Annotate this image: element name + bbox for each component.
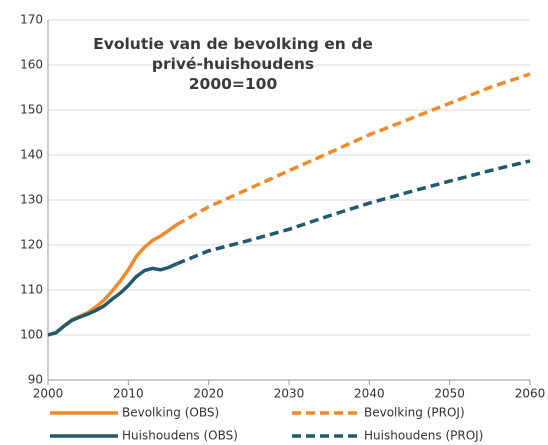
line-series — [175, 159, 531, 266]
x-tick-label: 2050 — [434, 387, 465, 401]
y-tick-label: 130 — [20, 193, 43, 207]
x-tick-label: 2060 — [515, 387, 546, 401]
y-tick-label: 150 — [20, 103, 43, 117]
y-tick-label: 110 — [20, 283, 43, 297]
x-tick-label: 2010 — [113, 387, 144, 401]
x-tick-label: 2020 — [193, 387, 224, 401]
x-tick-label: 2040 — [354, 387, 385, 401]
line-series — [175, 72, 531, 227]
legend-label: Bevolking (PROJ) — [364, 406, 465, 420]
chart-subtitle: 2000=100 — [188, 75, 278, 93]
chart-title-block: Evolutie van de bevolking en de privé-hu… — [78, 34, 388, 94]
legend-label: Huishoudens (OBS) — [122, 429, 238, 443]
chart-title: Evolutie van de bevolking en de privé-hu… — [93, 35, 373, 73]
y-tick-label: 140 — [20, 148, 43, 162]
x-tick-label: 2000 — [33, 387, 64, 401]
line-series — [47, 262, 178, 337]
line-series — [47, 223, 178, 337]
y-tick-label: 90 — [28, 373, 43, 387]
x-tick-label: 2030 — [274, 387, 305, 401]
legend-label: Bevolking (OBS) — [122, 406, 219, 420]
y-tick-label: 100 — [20, 328, 43, 342]
y-tick-label: 120 — [20, 238, 43, 252]
y-tick-label: 170 — [20, 13, 43, 27]
y-tick-label: 160 — [20, 58, 43, 72]
legend-label: Huishoudens (PROJ) — [364, 429, 483, 443]
